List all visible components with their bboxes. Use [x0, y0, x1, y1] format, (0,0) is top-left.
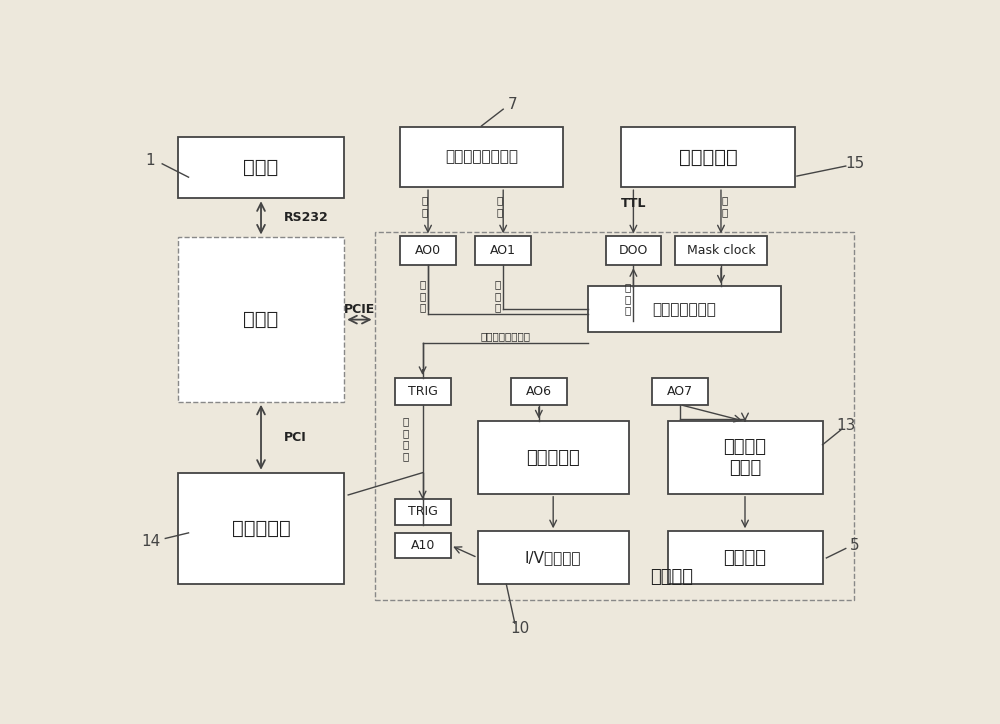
Text: 计算机: 计算机: [243, 310, 279, 329]
Bar: [400, 127, 563, 188]
Text: 15: 15: [845, 156, 865, 171]
Text: 行
同
步: 行 同 步: [419, 279, 426, 313]
Text: PCIE: PCIE: [344, 303, 375, 316]
Bar: [668, 531, 822, 584]
Bar: [511, 378, 567, 405]
Text: 1: 1: [146, 153, 155, 168]
Text: TRIG: TRIG: [408, 384, 438, 397]
Text: 5: 5: [850, 538, 860, 552]
Text: 帧
同
步: 帧 同 步: [495, 279, 501, 313]
Text: 信号发生器: 信号发生器: [679, 148, 738, 167]
Text: 阶
梯: 阶 梯: [496, 195, 502, 217]
Bar: [395, 533, 450, 558]
Text: 普克尔盒
驱动器: 普克尔盒 驱动器: [724, 438, 767, 477]
Text: TRIG: TRIG: [408, 505, 438, 518]
Bar: [668, 421, 822, 494]
Text: RS232: RS232: [284, 211, 329, 224]
Text: AO6: AO6: [526, 384, 552, 397]
Text: AO1: AO1: [490, 244, 516, 257]
Bar: [178, 473, 344, 584]
Text: 数据采集卡: 数据采集卡: [232, 519, 290, 538]
Bar: [178, 137, 344, 198]
Bar: [606, 236, 661, 265]
Bar: [178, 237, 344, 402]
Bar: [478, 421, 629, 494]
Bar: [675, 236, 767, 265]
Text: TTL: TTL: [621, 197, 646, 210]
Text: 光电倍增管: 光电倍增管: [526, 449, 580, 466]
Text: 行
同
步: 行 同 步: [625, 282, 631, 316]
Text: 同步像素触发时钟: 同步像素触发时钟: [481, 332, 531, 342]
Bar: [588, 287, 781, 332]
Bar: [652, 378, 708, 405]
Text: 13: 13: [836, 418, 855, 433]
Text: 锯
齿: 锯 齿: [421, 195, 427, 217]
Text: Mask clock: Mask clock: [687, 244, 755, 257]
Bar: [375, 232, 854, 599]
Text: 7: 7: [508, 97, 517, 112]
Text: 主控装置: 主控装置: [650, 568, 693, 586]
Text: 时
钟: 时 钟: [722, 195, 728, 217]
Bar: [395, 500, 450, 524]
Bar: [478, 531, 629, 584]
Text: 激光器: 激光器: [243, 159, 279, 177]
Text: PCI: PCI: [284, 431, 307, 444]
Text: 14: 14: [141, 534, 160, 550]
Text: 10: 10: [511, 621, 530, 636]
Text: DOO: DOO: [619, 244, 648, 257]
Bar: [395, 378, 450, 405]
Bar: [400, 236, 456, 265]
Text: I/V转换模块: I/V转换模块: [525, 550, 581, 565]
Text: A10: A10: [410, 539, 435, 552]
Bar: [475, 236, 531, 265]
Text: 普克尔盒: 普克尔盒: [724, 549, 767, 567]
Text: AO7: AO7: [667, 384, 693, 397]
Text: 像
素
时
钟: 像 素 时 钟: [402, 416, 409, 461]
Text: 二维振镜扫描模块: 二维振镜扫描模块: [445, 150, 518, 164]
Text: AO0: AO0: [415, 244, 441, 257]
Text: 内部同步控制器: 内部同步控制器: [653, 302, 716, 317]
Bar: [621, 127, 795, 188]
